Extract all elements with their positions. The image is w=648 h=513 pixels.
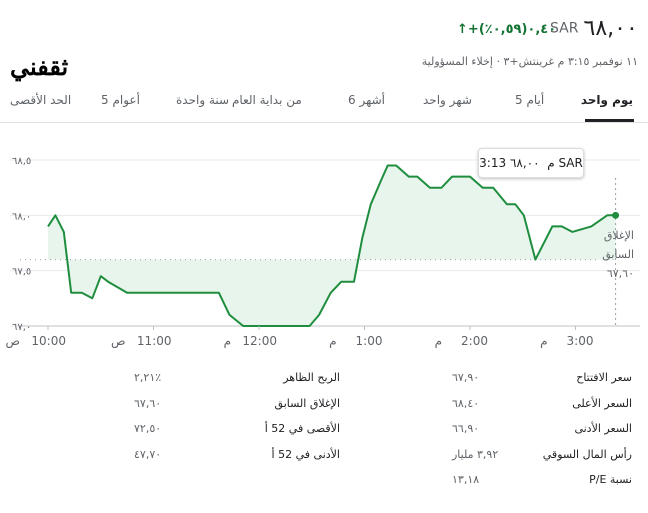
chart-price-line bbox=[47, 164, 616, 327]
stat-row: الإغلاق السابق ٦٧,٦٠ bbox=[0, 397, 340, 421]
price-change: ↑+٠,٤٠(٠,٥٩٪) bbox=[457, 22, 556, 37]
stat-row: السعر الأدنى ٦٦,٩٠ bbox=[0, 422, 648, 446]
tab-ytd[interactable]: من بداية العام bbox=[232, 93, 302, 107]
tab-1-day[interactable]: يوم واحد bbox=[580, 93, 633, 107]
current-price: SAR ٦٨,٠٠ bbox=[550, 16, 638, 41]
stat-value: ٦٧,٩٠ bbox=[452, 371, 480, 384]
x-tick-time: 11:00 bbox=[137, 334, 172, 348]
stat-row: الأدنى في 52 أ ٤٧,٧٠ bbox=[0, 448, 340, 472]
tab-1-year[interactable]: سنة واحدة bbox=[176, 93, 230, 107]
x-tick-ampm: م bbox=[329, 334, 336, 348]
stat-value: ٦٧,٦٠ bbox=[134, 396, 162, 410]
x-axis-ticks: 10:00 ص 11:00 ص 12:00 م 1:00 م 2:00 م 3:00 م bbox=[5, 326, 594, 349]
price-chart[interactable]: ٦٨,٥ ٦٨,٠ ٦٧,٥ ٦٧,٠ 10:00 ص 11:00 ص 12:00 م 1:00 م… bbox=[0, 140, 648, 355]
x-tick-label: 10:00 bbox=[31, 334, 66, 348]
stat-label: نسبة P/E bbox=[589, 473, 632, 486]
stat-label: السعر الأعلى bbox=[572, 396, 632, 410]
previous-close-label-line1: الإغلاق bbox=[603, 229, 634, 242]
y-tick-label: ٦٨,٥ bbox=[12, 156, 31, 167]
x-tick-ampm: م bbox=[540, 334, 547, 348]
x-tick-ampm: م bbox=[435, 334, 442, 348]
stat-value: ٤٧,٧٠ bbox=[134, 447, 162, 461]
y-tick-label: ٦٨,٠ bbox=[12, 211, 31, 222]
x-tick-ampm: ص bbox=[5, 334, 20, 349]
previous-close-value: ٦٧,٦٠ bbox=[606, 267, 634, 280]
currency-label: SAR bbox=[550, 20, 579, 37]
x-tick-label: 2:00 bbox=[461, 334, 488, 348]
stat-value: ٦٨,٤٠ bbox=[452, 396, 480, 410]
tab-5-years[interactable]: 5 أعوام bbox=[101, 93, 140, 107]
tab-max[interactable]: الحد الأقصى bbox=[10, 93, 72, 107]
stat-label: سعر الافتتاح bbox=[576, 371, 632, 384]
stat-value: ٦٦,٩٠ bbox=[452, 422, 480, 435]
range-tabs: يوم واحد 5 أيام شهر واحد 6 أشهر من بداية… bbox=[0, 82, 648, 123]
price-value: ٦٨,٠٠ bbox=[583, 16, 638, 41]
x-tick-ampm: ص bbox=[111, 334, 126, 349]
stat-label: السعر الأدنى bbox=[574, 422, 632, 435]
tab-5-days[interactable]: 5 أيام bbox=[515, 93, 545, 107]
watermark-logo: ثقفني bbox=[10, 52, 69, 81]
stat-row: السعر الأعلى ٦٨,٤٠ bbox=[0, 397, 648, 421]
stat-label: الأدنى في 52 أ bbox=[271, 447, 340, 461]
x-tick-label: 11:00 bbox=[137, 334, 172, 348]
tooltip-price: ٦٨,٠٠ SAR bbox=[509, 156, 583, 170]
y-tick-label: ٦٧,٠ bbox=[12, 322, 31, 333]
stat-label: الأقصى في 52 أ bbox=[264, 422, 340, 435]
stat-label: رأس المال السوقي bbox=[542, 447, 632, 461]
stat-value: ١٣,١٨ bbox=[452, 473, 480, 486]
x-tick-label: 1:00 bbox=[356, 334, 383, 348]
y-axis-ticks: ٦٨,٥ ٦٨,٠ ٦٧,٥ ٦٧,٠ bbox=[12, 156, 31, 333]
tab-1-month[interactable]: شهر واحد bbox=[423, 93, 472, 107]
x-tick-time: 3:00 bbox=[567, 334, 594, 348]
x-tick-label: 3:00 bbox=[567, 334, 594, 348]
timestamp-disclaimer[interactable]: ١١ نوفمبر ٣:١٥ م غرينتش+٣ · إخلاء المسؤو… bbox=[421, 55, 638, 68]
stat-label: الربح الظاهر bbox=[283, 371, 340, 384]
x-tick-label: 12:00 bbox=[242, 334, 277, 348]
chart-area-fill bbox=[48, 165, 616, 326]
stat-row: الربح الظاهر ٢,٢١٪ bbox=[0, 371, 340, 395]
change-value: +٠,٤٠(٠,٥٩٪) bbox=[467, 22, 557, 37]
chart-tooltip: 3:13 م ٦٨,٠٠ SAR bbox=[478, 148, 584, 178]
stat-value: ٢,٢١٪ bbox=[134, 371, 162, 384]
stat-value: ٣,٩٢ مليار bbox=[452, 447, 499, 461]
stat-row: نسبة P/E ١٣,١٨ bbox=[0, 473, 648, 497]
current-price-dot bbox=[612, 211, 620, 219]
x-tick-time: 12:00 bbox=[242, 334, 277, 348]
arrow-up-icon: ↑ bbox=[457, 22, 468, 37]
y-tick-label: ٦٧,٥ bbox=[12, 267, 31, 278]
stat-row: سعر الافتتاح ٦٧,٩٠ bbox=[0, 371, 648, 395]
x-tick-time: 1:00 bbox=[356, 334, 383, 348]
stat-value: ٧٢,٥٠ bbox=[134, 422, 162, 435]
x-tick-ampm: م bbox=[224, 334, 231, 348]
stat-row: الأقصى في 52 أ ٧٢,٥٠ bbox=[0, 422, 340, 446]
tooltip-time: 3:13 م bbox=[479, 156, 555, 170]
stat-label: الإغلاق السابق bbox=[274, 396, 340, 410]
active-tab-indicator bbox=[585, 119, 634, 122]
x-tick-time: 2:00 bbox=[461, 334, 488, 348]
previous-close-label-line2: السابق bbox=[602, 248, 634, 261]
x-tick-time: 10:00 bbox=[31, 334, 66, 348]
tab-6-months[interactable]: 6 أشهر bbox=[348, 93, 385, 107]
stat-row: رأس المال السوقي ٣,٩٢ مليار bbox=[0, 448, 648, 472]
previous-close-label: الإغلاق السابق ٦٧,٦٠ bbox=[602, 229, 634, 280]
